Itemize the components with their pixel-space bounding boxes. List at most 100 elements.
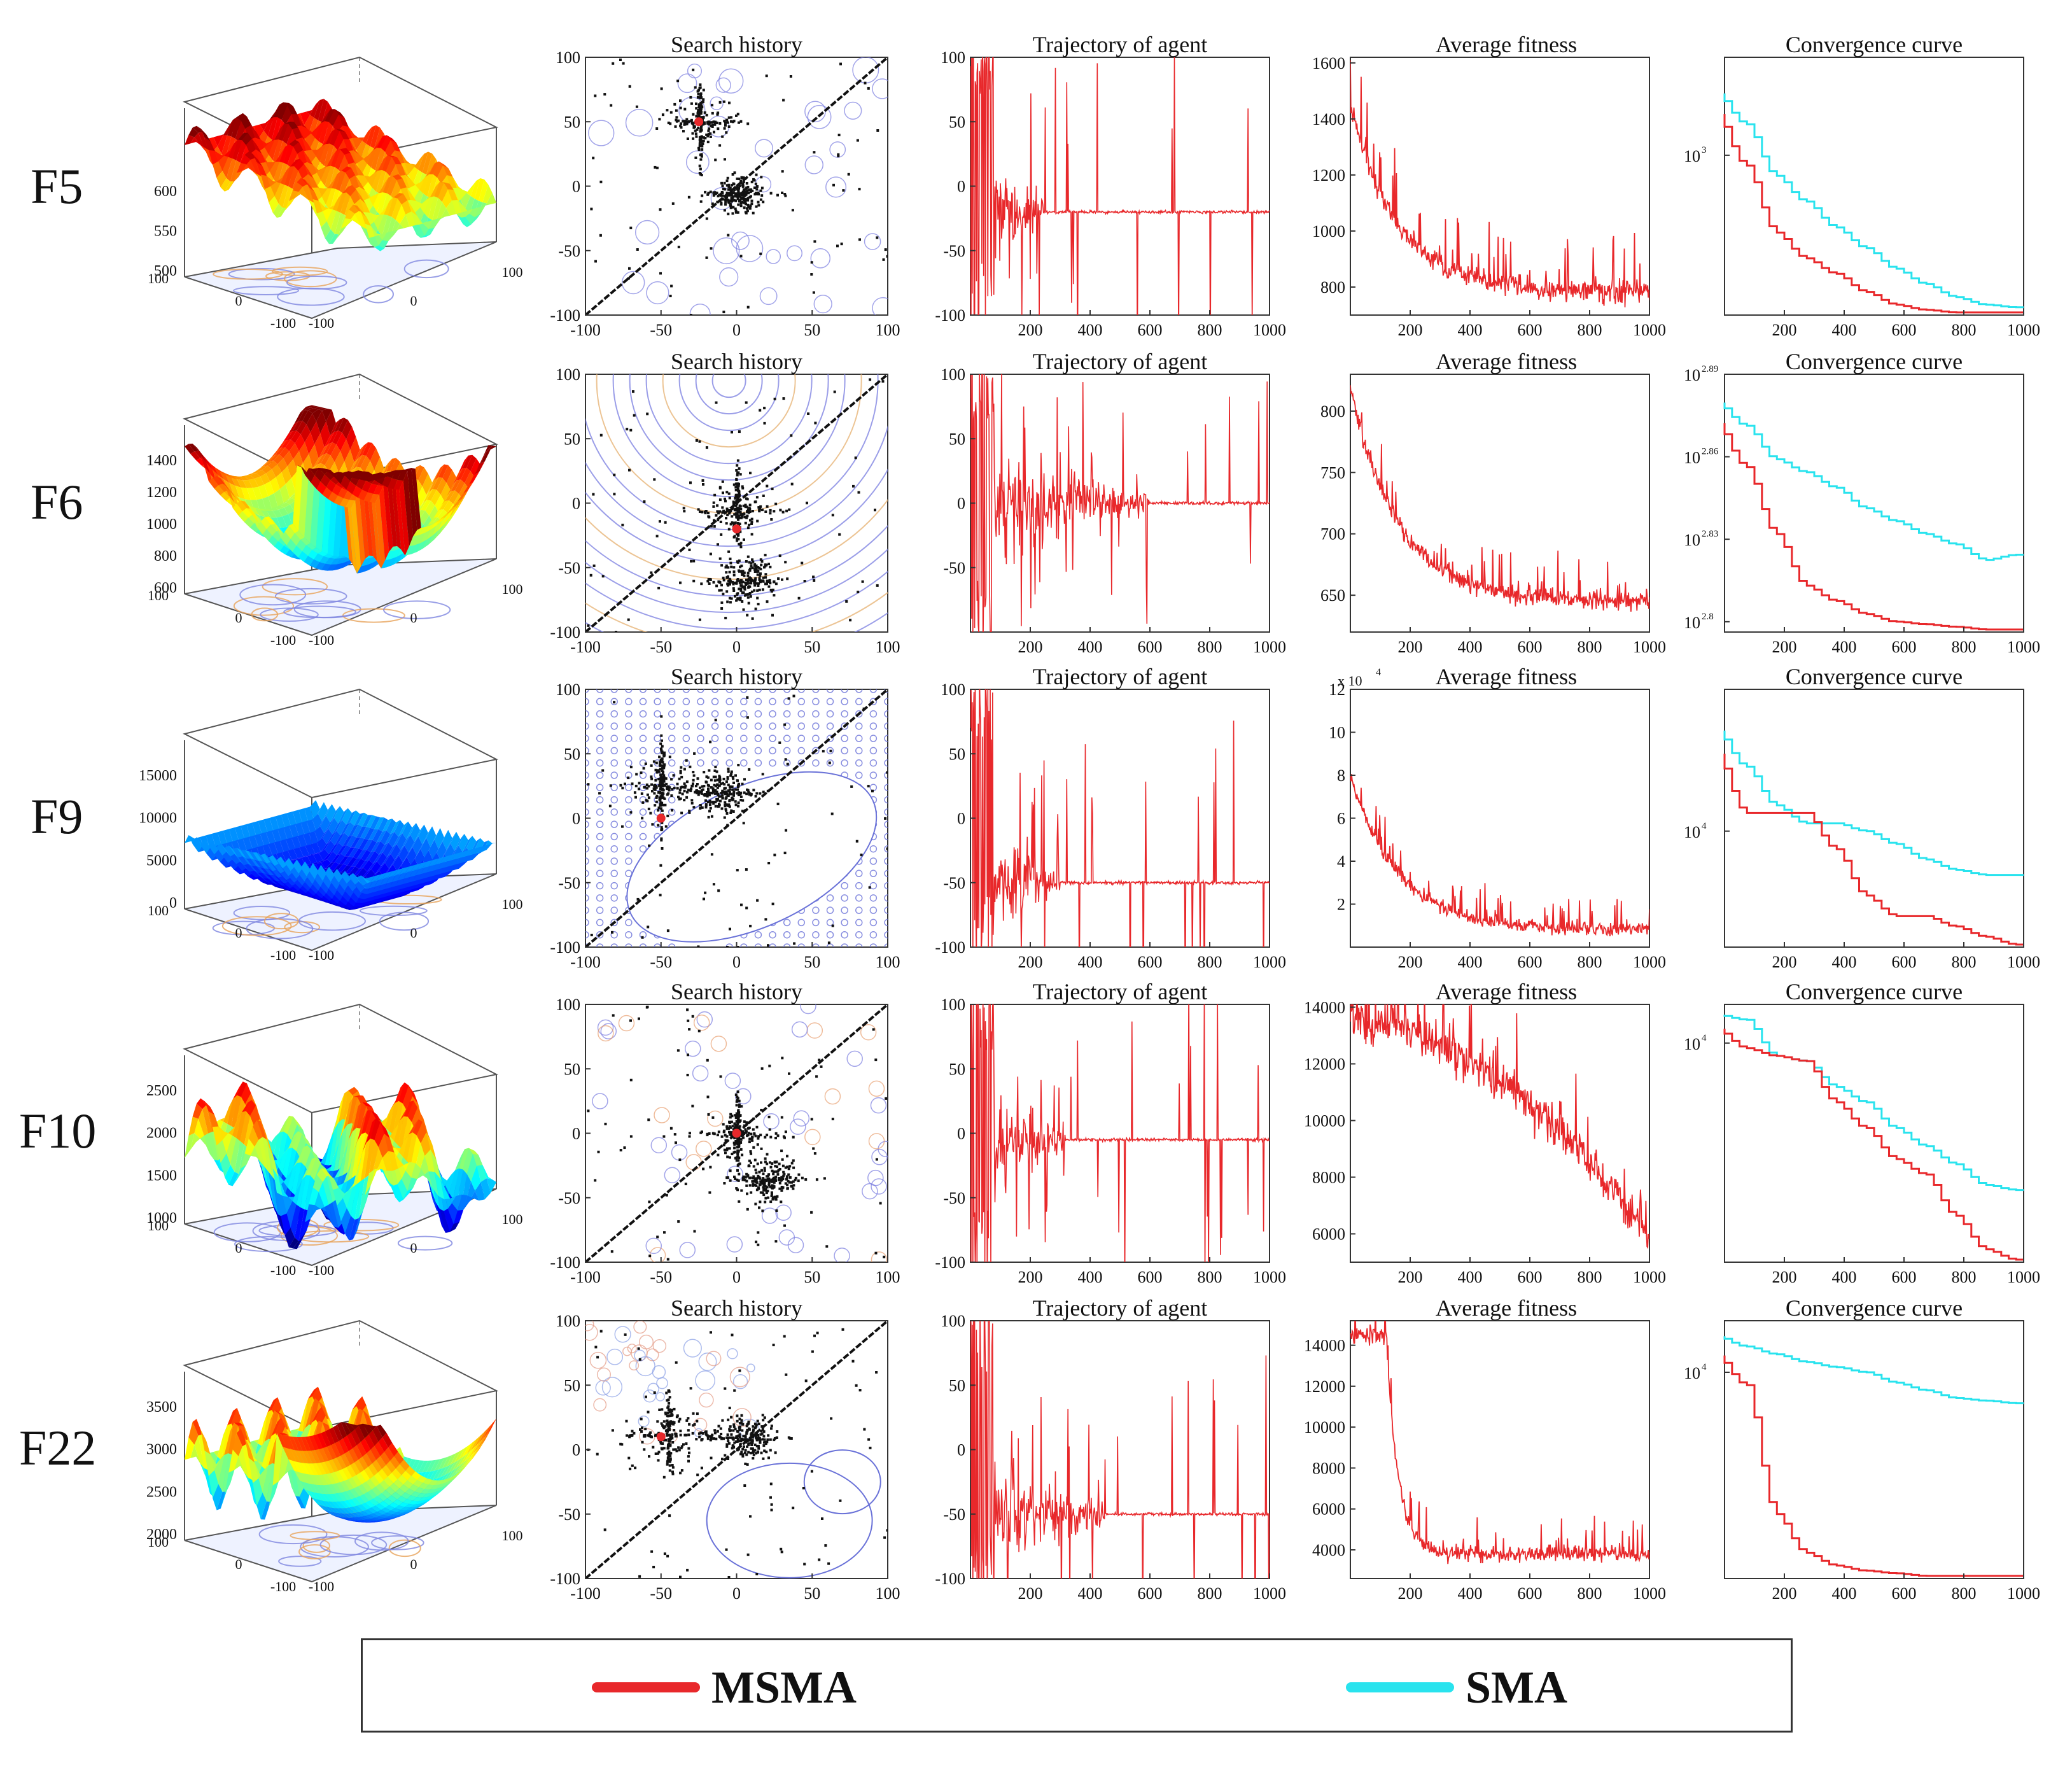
search-point	[741, 591, 744, 594]
search-point	[706, 446, 708, 449]
search-point	[713, 131, 715, 134]
search-point	[739, 120, 742, 123]
search-point	[699, 102, 702, 104]
x-tick-label: 800	[1578, 321, 1602, 339]
search-point	[741, 783, 744, 785]
search-point	[692, 69, 694, 71]
x-tick-label: 1000	[1633, 638, 1666, 656]
search-point	[690, 799, 693, 801]
search-point	[680, 122, 682, 125]
convergence-title: Convergence curve	[1786, 349, 1963, 374]
search-point	[767, 563, 770, 565]
search-point	[691, 802, 694, 805]
surface-xy-tick: -100	[309, 315, 334, 331]
y-tick-label: 50	[949, 113, 965, 131]
search-point	[683, 510, 685, 512]
search-point	[757, 204, 760, 207]
search-point	[745, 560, 748, 563]
surface-z-tick: 800	[154, 548, 177, 565]
search-point	[788, 697, 790, 700]
search-point	[762, 791, 765, 793]
x-tick-label: 400	[1078, 321, 1103, 339]
surface-xy-tick: 0	[410, 925, 417, 941]
convergence-y-tick-base: 10	[1684, 147, 1700, 165]
search-point	[699, 130, 702, 133]
search-point	[748, 561, 751, 564]
search-point	[697, 147, 700, 150]
search-point	[737, 204, 739, 206]
search-point	[695, 136, 697, 138]
search-point	[725, 491, 728, 493]
search-point	[643, 500, 645, 503]
search-point	[766, 600, 769, 603]
search-point	[751, 533, 753, 535]
search-point	[656, 771, 659, 774]
search-point	[726, 179, 729, 182]
search-point	[675, 116, 678, 118]
search-point	[723, 101, 725, 103]
search-point	[622, 62, 625, 65]
x-tick-label: 600	[1892, 638, 1917, 656]
search-point	[753, 589, 755, 592]
search-point	[672, 202, 675, 205]
search-point	[737, 460, 739, 462]
search-point	[760, 194, 763, 197]
search-point	[590, 574, 592, 577]
search-point	[713, 193, 716, 195]
search-point	[743, 206, 746, 209]
search-point	[696, 439, 698, 442]
y-tick-label: 100	[941, 365, 965, 384]
search-point	[690, 119, 693, 122]
search-point	[699, 440, 701, 443]
search-point	[647, 925, 649, 928]
search-point	[679, 99, 682, 102]
search-point	[655, 127, 658, 130]
x-tick-label: 200	[1018, 638, 1043, 656]
search-point	[613, 474, 615, 476]
search-point	[716, 504, 718, 507]
search-point	[635, 785, 638, 787]
search-point	[629, 429, 632, 432]
search-point	[781, 579, 783, 581]
search-point	[710, 247, 713, 250]
search-point	[750, 595, 752, 598]
search-point	[745, 177, 747, 179]
search-best-point	[694, 117, 703, 126]
convergence-y-tick-base: 10	[1684, 449, 1700, 467]
search-point	[662, 113, 664, 116]
search-point	[687, 137, 689, 140]
search-point	[747, 206, 750, 208]
search-point	[766, 505, 769, 508]
search-point	[703, 89, 705, 92]
search-point	[781, 170, 784, 172]
search-point	[666, 109, 668, 111]
surface-xy-tick: 100	[148, 271, 169, 286]
search-point	[683, 108, 686, 111]
x-tick-label: -50	[650, 638, 672, 656]
search-point	[680, 126, 683, 129]
search-point	[785, 510, 788, 512]
search-point	[749, 472, 752, 474]
search-point	[733, 183, 736, 185]
search-point	[737, 472, 739, 474]
search-point	[737, 522, 739, 524]
y-tick-label: 0	[572, 495, 580, 513]
search-point	[697, 96, 699, 99]
search-point	[792, 209, 794, 211]
search-point	[735, 512, 738, 515]
search-point	[735, 469, 738, 472]
search-point	[807, 412, 809, 415]
search-point	[732, 120, 734, 123]
search-point	[709, 741, 711, 743]
search-point	[756, 185, 759, 188]
search-point	[752, 617, 754, 620]
search-point	[737, 518, 739, 521]
search-point	[757, 603, 760, 605]
search-point	[598, 792, 601, 794]
search-point	[697, 508, 700, 510]
search-point	[670, 111, 673, 114]
search-point	[697, 111, 700, 114]
search-point	[759, 589, 761, 591]
search-point	[728, 102, 731, 104]
search-point	[730, 523, 732, 526]
